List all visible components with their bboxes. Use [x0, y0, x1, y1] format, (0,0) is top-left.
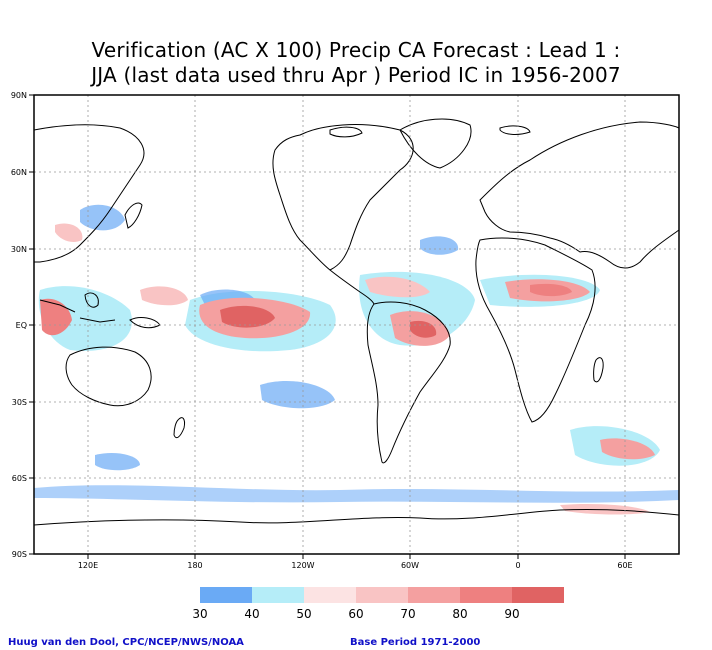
svalbard-outline	[499, 125, 531, 135]
legend-label-50: 50	[296, 607, 311, 621]
legend-swatch-80-90	[460, 587, 512, 603]
madagascar-outline	[593, 357, 604, 383]
legend-swatch-50-60	[304, 587, 356, 603]
map-title-line-2: JJA (last data used thru Apr ) Period IC…	[91, 63, 621, 87]
lat-label-60s: 60S	[12, 474, 27, 483]
japan-outline	[124, 202, 143, 229]
pink-patch	[55, 223, 83, 243]
greenland-outline	[399, 118, 472, 169]
lat-tick-marks	[29, 94, 34, 555]
pink-patch	[140, 286, 188, 306]
coastlines	[33, 118, 680, 526]
lat-label-30s: 30S	[12, 398, 27, 407]
lat-tick-labels: 90N 60N 30N EQ 30S 60S 90S	[11, 91, 27, 559]
south-america-outline	[366, 301, 451, 464]
antarctica-outline	[33, 508, 680, 526]
map-title-line-1: Verification (AC X 100) Precip CA Foreca…	[91, 38, 621, 62]
eurasia-outline	[479, 121, 680, 269]
africa-outline	[475, 237, 596, 423]
lat-label-30n: 30N	[11, 245, 27, 254]
sahel-peak	[530, 283, 572, 297]
south-indian-high-skill	[600, 438, 655, 460]
southern-ocean-band	[34, 485, 679, 503]
north-america-outline	[272, 124, 414, 271]
lon-label-60w: 60W	[401, 561, 419, 570]
lon-label-120w: 120W	[291, 561, 314, 570]
map-area	[34, 95, 679, 554]
lat-label-90n: 90N	[11, 91, 27, 100]
legend-label-80: 80	[452, 607, 467, 621]
author-credit: Huug van den Dool, CPC/NCEP/NWS/NOAA	[8, 637, 244, 648]
legend-swatch-60-70	[356, 587, 408, 603]
indonesia-high-skill	[40, 298, 72, 336]
lon-label-120e: 120E	[78, 561, 98, 570]
sumatra-outline	[39, 299, 76, 313]
legend-label-60: 60	[348, 607, 363, 621]
map-grid	[34, 95, 679, 554]
lon-label-180: 180	[187, 561, 202, 570]
central-pacific-peak	[220, 305, 275, 328]
legend-swatch-40-50	[252, 587, 304, 603]
borneo-outline	[84, 292, 99, 308]
blue-patch	[95, 453, 140, 471]
arctic-island-outline	[329, 126, 363, 138]
legend-swatch-30-40	[200, 587, 252, 603]
blue-patch	[80, 204, 125, 231]
lat-label-90s: 90S	[12, 550, 27, 559]
blue-patch	[260, 380, 335, 409]
legend-swatch-90-plus	[512, 587, 564, 603]
lon-tick-marks	[87, 554, 626, 559]
central-america-outline	[329, 269, 375, 305]
lat-label-eq: EQ	[16, 321, 27, 330]
legend-label-30: 30	[192, 607, 207, 621]
skill-shading	[34, 204, 679, 515]
lat-label-60n: 60N	[11, 168, 27, 177]
legend-swatch-70-80	[408, 587, 460, 603]
new-zealand-outline	[173, 417, 185, 439]
legend-label-90: 90	[504, 607, 519, 621]
lon-tick-labels: 120E 180 120W 60W 0 60E	[78, 561, 633, 570]
legend-label-70: 70	[400, 607, 415, 621]
caribbean-skill	[365, 276, 430, 298]
legend-labels: 30 40 50 60 70 80 90	[192, 607, 519, 621]
legend-label-40: 40	[244, 607, 259, 621]
base-period-note: Base Period 1971-2000	[350, 637, 481, 648]
java-outline	[79, 317, 116, 323]
lon-label-60e: 60E	[617, 561, 632, 570]
blue-patch	[420, 236, 459, 255]
maritime-continent-region	[38, 286, 132, 351]
lon-label-0: 0	[515, 561, 520, 570]
color-legend	[200, 587, 564, 603]
